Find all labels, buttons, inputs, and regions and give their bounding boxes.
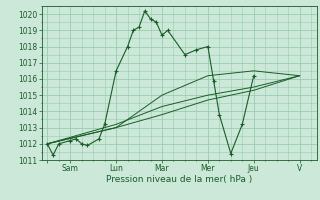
X-axis label: Pression niveau de la mer( hPa ): Pression niveau de la mer( hPa ) bbox=[106, 175, 252, 184]
